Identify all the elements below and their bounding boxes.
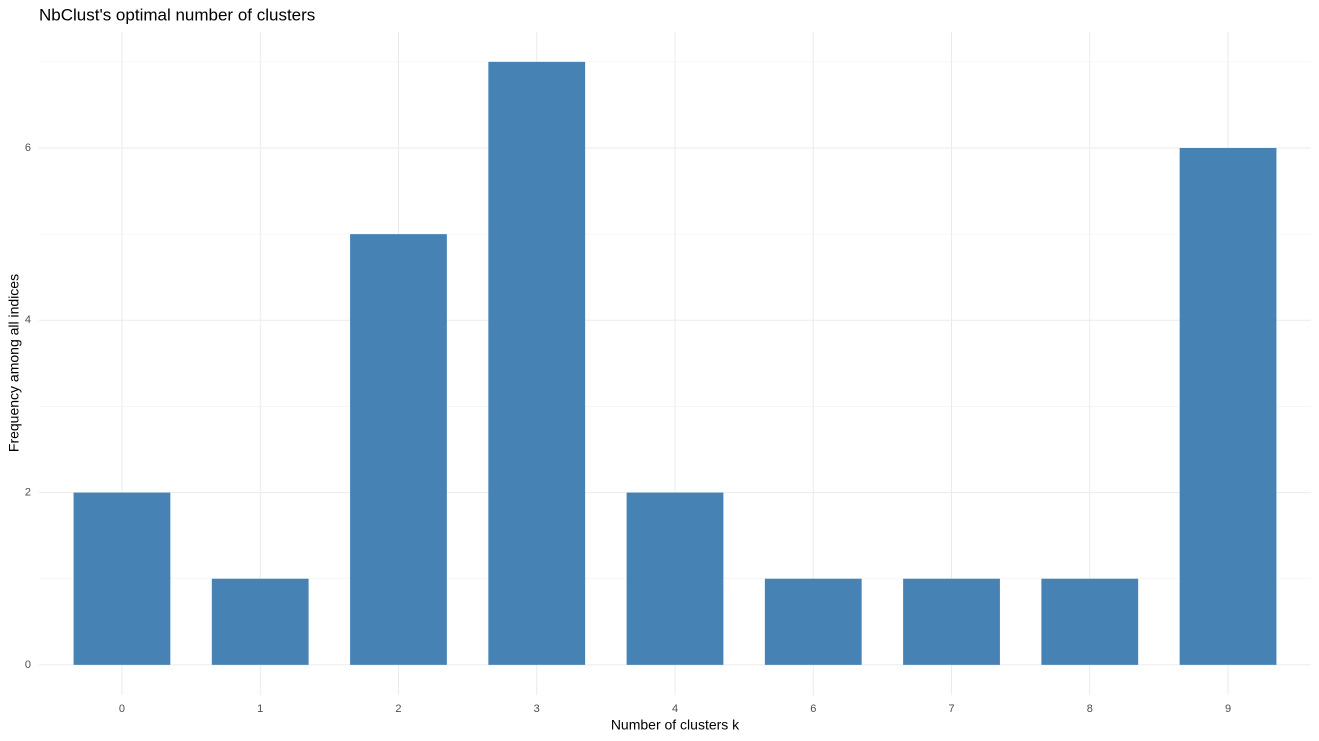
y-tick-label: 0	[25, 659, 31, 671]
x-tick-label: 8	[1087, 703, 1093, 715]
x-tick-label: 7	[948, 703, 954, 715]
bar	[488, 61, 586, 665]
bar	[626, 492, 724, 665]
x-tick-label: 2	[395, 703, 401, 715]
chart-title: NbClust's optimal number of clusters	[39, 5, 315, 24]
y-tick-label: 6	[25, 142, 31, 154]
bar	[903, 578, 1000, 665]
x-tick-label: 9	[1225, 703, 1231, 715]
y-axis-title: Frequency among all indices	[6, 274, 22, 452]
x-tick-label: 1	[257, 703, 263, 715]
x-tick-label: 0	[119, 703, 125, 715]
y-tick-label: 4	[25, 314, 31, 326]
y-tick-label: 2	[25, 486, 31, 498]
x-tick-label: 4	[672, 703, 678, 715]
bar	[211, 578, 309, 665]
x-tick-label: 6	[810, 703, 816, 715]
bar	[350, 234, 447, 665]
bar	[1179, 147, 1277, 665]
x-axis-title: Number of clusters k	[611, 717, 740, 733]
x-tick-label: 3	[534, 703, 540, 715]
bar	[764, 578, 862, 665]
bar	[1041, 578, 1139, 665]
bar	[73, 492, 171, 665]
